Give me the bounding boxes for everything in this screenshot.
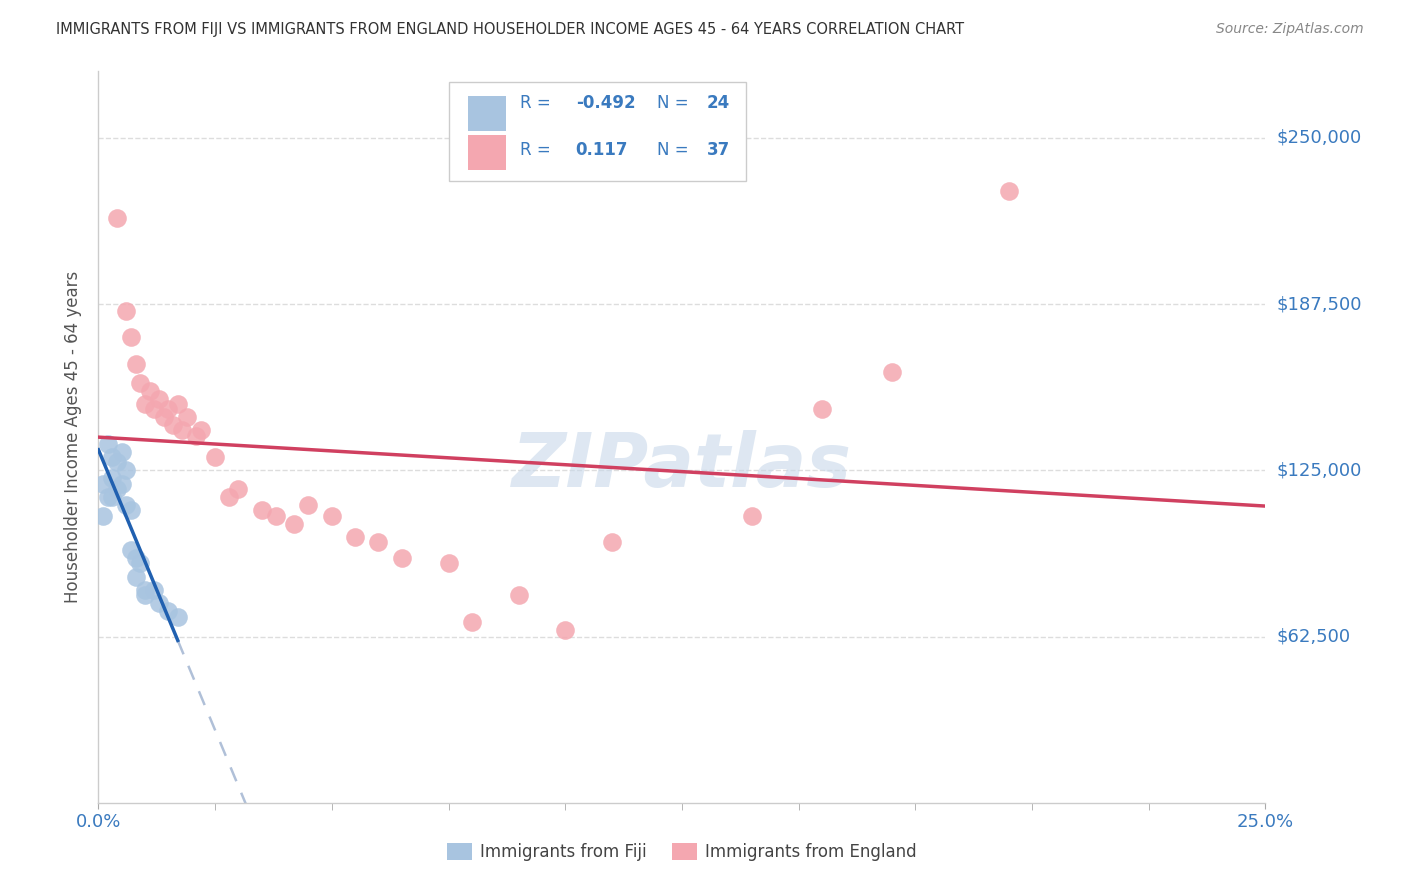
Legend: Immigrants from Fiji, Immigrants from England: Immigrants from Fiji, Immigrants from En…: [440, 836, 924, 868]
Point: [120, 543, 142, 558]
Point: [157, 402, 180, 417]
Point: [97, 436, 120, 450]
Point: [105, 211, 128, 225]
Point: [157, 604, 180, 618]
Point: [115, 463, 138, 477]
Point: [143, 582, 166, 597]
Point: [129, 376, 152, 390]
Text: N =: N =: [658, 94, 689, 112]
Point: [125, 570, 148, 584]
Text: $62,500: $62,500: [1277, 628, 1351, 646]
Point: [461, 615, 484, 629]
Text: Source: ZipAtlas.com: Source: ZipAtlas.com: [1216, 22, 1364, 37]
Point: [321, 508, 343, 523]
Text: 24: 24: [706, 94, 730, 112]
Point: [172, 424, 194, 438]
Text: $250,000: $250,000: [1277, 128, 1362, 147]
Point: [166, 609, 188, 624]
Point: [554, 623, 576, 637]
Bar: [468, 135, 506, 170]
Point: [97, 490, 120, 504]
Point: [162, 418, 184, 433]
Point: [105, 455, 128, 469]
Point: [134, 588, 156, 602]
Point: [166, 397, 188, 411]
Text: $125,000: $125,000: [1277, 461, 1362, 479]
Point: [811, 402, 834, 417]
Text: $187,500: $187,500: [1277, 295, 1362, 313]
Point: [218, 490, 240, 504]
Point: [120, 330, 142, 344]
Point: [204, 450, 226, 464]
Point: [186, 429, 208, 443]
Point: [190, 424, 212, 438]
Point: [283, 516, 305, 531]
Point: [125, 551, 148, 566]
Point: [101, 490, 124, 504]
Point: [101, 450, 124, 464]
Point: [91, 476, 114, 491]
Point: [148, 392, 170, 406]
Point: [111, 444, 134, 458]
Point: [105, 482, 128, 496]
Point: [344, 530, 367, 544]
Text: 0.117: 0.117: [575, 141, 628, 160]
Point: [125, 357, 148, 371]
Point: [880, 365, 903, 379]
Point: [741, 508, 763, 523]
FancyBboxPatch shape: [449, 82, 747, 181]
Point: [134, 397, 156, 411]
Point: [148, 596, 170, 610]
Point: [111, 476, 134, 491]
Text: -0.492: -0.492: [575, 94, 636, 112]
Text: R =: R =: [520, 94, 551, 112]
Y-axis label: Householder Income Ages 45 - 64 years: Householder Income Ages 45 - 64 years: [65, 271, 83, 603]
Point: [600, 535, 623, 549]
Point: [250, 503, 273, 517]
Point: [367, 535, 389, 549]
Point: [101, 471, 124, 485]
Point: [997, 184, 1019, 198]
Point: [437, 557, 460, 571]
Point: [134, 582, 156, 597]
Point: [228, 482, 250, 496]
Point: [143, 402, 166, 417]
Point: [391, 551, 413, 566]
Point: [264, 508, 287, 523]
Text: R =: R =: [520, 141, 551, 160]
Point: [129, 557, 152, 571]
Point: [176, 410, 198, 425]
Point: [139, 384, 162, 398]
Point: [508, 588, 530, 602]
Point: [91, 508, 114, 523]
Bar: [468, 96, 506, 131]
Point: [115, 303, 138, 318]
Point: [120, 503, 142, 517]
Text: IMMIGRANTS FROM FIJI VS IMMIGRANTS FROM ENGLAND HOUSEHOLDER INCOME AGES 45 - 64 : IMMIGRANTS FROM FIJI VS IMMIGRANTS FROM …: [56, 22, 965, 37]
Point: [115, 498, 138, 512]
Text: N =: N =: [658, 141, 689, 160]
Text: ZIPatlas: ZIPatlas: [512, 430, 852, 503]
Point: [297, 498, 319, 512]
Point: [152, 410, 174, 425]
Text: 37: 37: [706, 141, 730, 160]
